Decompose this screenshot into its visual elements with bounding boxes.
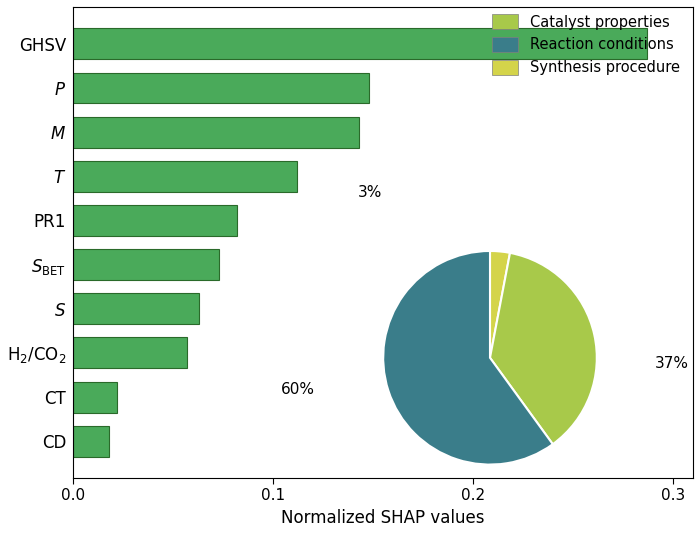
Wedge shape bbox=[490, 253, 597, 444]
Legend: Catalyst properties, Reaction conditions, Synthesis procedure: Catalyst properties, Reaction conditions… bbox=[491, 14, 680, 75]
Bar bbox=[74, 337, 187, 368]
Text: 37%: 37% bbox=[654, 356, 689, 371]
Wedge shape bbox=[490, 251, 510, 358]
Bar bbox=[74, 426, 109, 457]
Text: 3%: 3% bbox=[358, 185, 382, 200]
Bar bbox=[74, 28, 647, 59]
Bar bbox=[74, 116, 359, 147]
Bar bbox=[74, 73, 369, 104]
Bar bbox=[74, 205, 237, 236]
Bar bbox=[74, 161, 297, 192]
Text: 60%: 60% bbox=[281, 382, 315, 397]
X-axis label: Normalized SHAP values: Normalized SHAP values bbox=[281, 509, 485, 527]
Bar bbox=[74, 382, 117, 412]
Wedge shape bbox=[383, 251, 553, 465]
Bar bbox=[74, 293, 200, 324]
Bar bbox=[74, 249, 219, 280]
